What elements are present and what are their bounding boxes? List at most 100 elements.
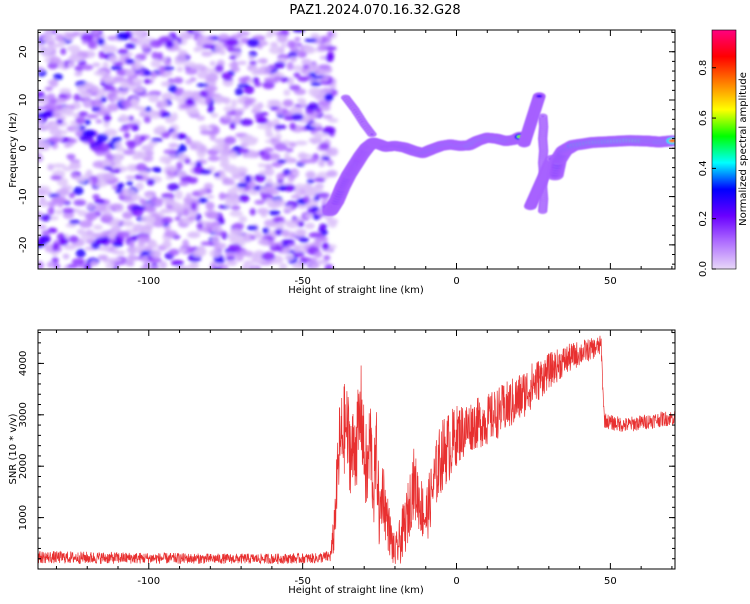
noise-blob	[95, 119, 103, 124]
noise-blob	[55, 33, 64, 42]
snr-panel: -100 -50 0 50 1000 2000 3000 4000 Height of str…	[8, 329, 676, 596]
noise-blob	[97, 37, 105, 46]
noise-blob	[214, 44, 225, 54]
noise-blob	[309, 139, 323, 144]
noise-blob	[117, 48, 129, 55]
noise-blob	[268, 209, 281, 216]
noise-blob	[326, 159, 334, 167]
noise-blob	[94, 232, 108, 238]
spectrogram-y-tick-label: 20	[18, 45, 29, 58]
noise-blob	[159, 155, 173, 164]
noise-blob	[82, 99, 92, 109]
noise-blob	[174, 190, 183, 200]
noise-blob	[123, 149, 137, 156]
noise-blob	[103, 86, 116, 92]
vertical-streak-1-core	[536, 94, 543, 98]
noise-blob	[175, 265, 190, 269]
noise-blob	[265, 132, 274, 138]
noise-blob	[73, 198, 87, 207]
noise-blob	[87, 40, 97, 49]
noise-blob	[232, 222, 245, 230]
noise-blob	[189, 143, 199, 151]
noise-blob	[239, 177, 246, 184]
noise-blob	[60, 47, 67, 56]
noise-blob	[220, 158, 230, 166]
noise-blob	[276, 34, 288, 43]
noise-blob	[62, 253, 70, 260]
upper-branch-core	[369, 133, 374, 136]
noise-blob	[46, 93, 56, 101]
noise-blob	[161, 132, 171, 139]
noise-blob	[149, 249, 162, 259]
colorbar: 0.0 0.2 0.4 0.6 0.8 Normalized spectral ampl…	[698, 29, 749, 277]
upper-branch	[340, 94, 377, 138]
noise-blob	[267, 153, 281, 161]
noise-blob	[264, 219, 277, 227]
noise-blob	[258, 66, 265, 75]
noise-blob	[229, 169, 238, 175]
spectrogram-marks	[38, 30, 675, 269]
noise-blob	[238, 76, 250, 84]
noise-blob	[56, 177, 69, 187]
noise-blob	[329, 84, 337, 89]
noise-blob	[243, 98, 254, 106]
noise-blob	[103, 45, 118, 54]
noise-blob	[158, 65, 166, 74]
noise-blob	[238, 215, 248, 223]
noise-blob	[67, 153, 74, 161]
noise-blob	[326, 169, 338, 178]
noise-blob	[91, 176, 98, 186]
noise-blob	[178, 181, 189, 187]
noise-blob	[292, 30, 306, 33]
noise-blob	[51, 256, 59, 264]
noise-blob	[271, 199, 286, 207]
noise-blob	[260, 151, 271, 161]
noise-blob	[80, 33, 94, 42]
noise-blob	[96, 133, 109, 143]
noise-blob	[132, 223, 145, 233]
noise-blob	[184, 158, 191, 165]
noise-blob	[248, 55, 255, 60]
noise-blob	[160, 99, 168, 108]
noise-blob	[193, 46, 201, 53]
right-band	[546, 135, 675, 181]
noise-blob	[183, 91, 195, 96]
noise-blob	[68, 138, 78, 144]
noise-blob	[125, 58, 135, 64]
noise-blob	[290, 194, 302, 199]
noise-blob	[281, 230, 293, 238]
noise-blob	[283, 89, 291, 97]
noise-blob	[315, 95, 326, 101]
noise-blob	[197, 197, 209, 204]
noise-blob	[254, 199, 266, 205]
noise-blob	[218, 149, 230, 156]
noise-blob	[102, 77, 114, 83]
right-band-core	[668, 139, 675, 143]
noise-blob	[90, 85, 100, 94]
noise-blob	[111, 136, 122, 143]
noise-blob	[97, 254, 107, 261]
noise-blob	[259, 58, 268, 65]
noise-blob	[304, 222, 315, 230]
noise-blob	[308, 63, 319, 72]
spectrogram-y-tick-label: 10	[18, 94, 29, 107]
noise-blob	[161, 92, 174, 102]
noise-blob	[69, 161, 81, 170]
noise-blob	[302, 195, 310, 204]
noise-blob	[103, 114, 112, 122]
noise-blob	[229, 122, 236, 130]
noise-blob	[168, 142, 179, 149]
noise-blob	[279, 76, 290, 83]
noise-blob	[75, 175, 87, 183]
spectrogram-y-tick-label: -20	[18, 237, 29, 253]
snr-marks	[38, 335, 675, 565]
noise-blob	[289, 84, 301, 91]
noise-blob	[310, 205, 320, 213]
noise-blob	[306, 178, 315, 184]
noise-blob	[209, 132, 217, 141]
noise-blob	[294, 140, 308, 146]
noise-blob	[274, 61, 286, 69]
noise-blob	[123, 197, 135, 203]
noise-blob	[48, 44, 55, 53]
noise-blob	[227, 187, 238, 197]
